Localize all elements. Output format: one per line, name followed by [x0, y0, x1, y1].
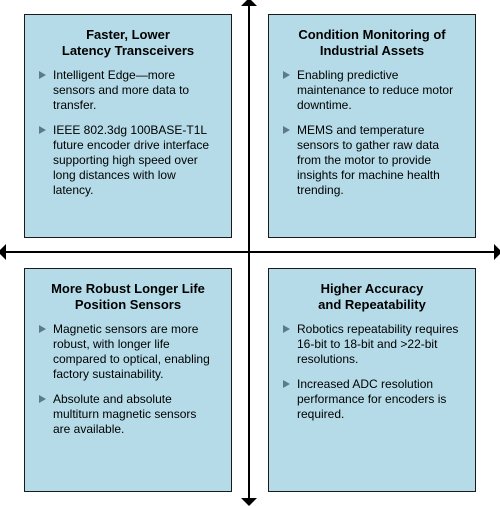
quadrant-title: Faster, LowerLatency Transceivers: [39, 27, 217, 58]
bullet-list: Enabling predictive maintenance to reduc…: [283, 68, 461, 198]
arrow-up-icon: [241, 0, 257, 6]
list-item: Magnetic sensors are more robust, with l…: [39, 322, 217, 382]
bullet-list: Intelligent Edge—more sensors and more d…: [39, 68, 217, 198]
bullet-arrow-icon: [39, 71, 46, 79]
list-item: Enabling predictive maintenance to reduc…: [283, 68, 461, 113]
list-item: Intelligent Edge—more sensors and more d…: [39, 68, 217, 113]
horizontal-axis: [6, 251, 494, 253]
list-item: Increased ADC resolution performance for…: [283, 377, 461, 422]
bullet-text: Enabling predictive maintenance to reduc…: [297, 68, 453, 112]
bullet-arrow-icon: [283, 325, 290, 333]
quadrant-title: Condition Monitoring ofIndustrial Assets: [283, 27, 461, 58]
bullet-text: Absolute and absolute multiturn magnetic…: [53, 392, 196, 436]
bullet-arrow-icon: [39, 395, 46, 403]
quadrant-title: More Robust Longer LifePosition Sensors: [39, 281, 217, 312]
list-item: MEMS and temperature sensors to gather r…: [283, 123, 461, 198]
quadrant-bottom-right: Higher Accuracyand Repeatability Robotic…: [268, 268, 476, 492]
arrow-right-icon: [494, 244, 500, 260]
bullet-list: Magnetic sensors are more robust, with l…: [39, 322, 217, 437]
bullet-text: Magnetic sensors are more robust, with l…: [53, 322, 210, 381]
quadrant-diagram: Faster, LowerLatency Transceivers Intell…: [0, 0, 500, 505]
quadrant-top-right: Condition Monitoring ofIndustrial Assets…: [268, 14, 476, 238]
bullet-text: Robotics repeatability requires 16-bit t…: [297, 322, 458, 366]
bullet-text: Increased ADC resolution performance for…: [297, 377, 446, 421]
bullet-arrow-icon: [283, 126, 290, 134]
list-item: Absolute and absolute multiturn magnetic…: [39, 392, 217, 437]
list-item: IEEE 802.3dg 100BASE-T1L future encoder …: [39, 123, 217, 198]
bullet-text: Intelligent Edge—more sensors and more d…: [53, 68, 189, 112]
bullet-arrow-icon: [283, 71, 290, 79]
bullet-arrow-icon: [283, 380, 290, 388]
bullet-text: MEMS and temperature sensors to gather r…: [297, 123, 440, 197]
quadrant-bottom-left: More Robust Longer LifePosition Sensors …: [24, 268, 232, 492]
quadrant-title: Higher Accuracyand Repeatability: [283, 281, 461, 312]
bullet-list: Robotics repeatability requires 16-bit t…: [283, 322, 461, 422]
quadrant-top-left: Faster, LowerLatency Transceivers Intell…: [24, 14, 232, 238]
bullet-text: IEEE 802.3dg 100BASE-T1L future encoder …: [53, 123, 209, 197]
arrow-left-icon: [0, 244, 6, 260]
list-item: Robotics repeatability requires 16-bit t…: [283, 322, 461, 367]
bullet-arrow-icon: [39, 325, 46, 333]
bullet-arrow-icon: [39, 126, 46, 134]
